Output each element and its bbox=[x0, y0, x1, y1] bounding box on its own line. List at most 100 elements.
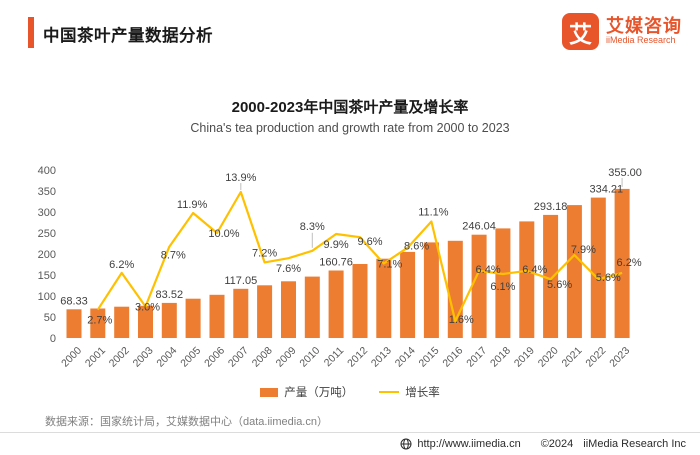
bar-2009 bbox=[281, 281, 296, 338]
growth-label-2003: 3.0% bbox=[135, 302, 160, 314]
bar-2015 bbox=[423, 242, 439, 338]
x-axis-label-2006: 2006 bbox=[202, 345, 227, 370]
growth-label-2005: 11.9% bbox=[177, 199, 208, 211]
footer-company: iiMedia Research Inc bbox=[583, 438, 686, 450]
legend-label-growth: 增长率 bbox=[405, 387, 440, 399]
x-axis-label-2007: 2007 bbox=[226, 345, 251, 370]
x-axis-label-2023: 2023 bbox=[607, 345, 632, 370]
bar-2001 bbox=[90, 308, 106, 338]
y-axis-tick: 250 bbox=[38, 228, 56, 240]
x-axis-label-2003: 2003 bbox=[131, 345, 156, 370]
x-axis-label-2018: 2018 bbox=[488, 345, 513, 370]
page-title: 中国茶叶产量数据分析 bbox=[43, 27, 213, 45]
bar-label-2011: 160.76 bbox=[319, 257, 353, 269]
growth-label-2001: 2.7% bbox=[87, 315, 112, 327]
chart-legend: 产量（万吨） 增长率 bbox=[0, 384, 700, 400]
bar-label-2000: 68.33 bbox=[60, 295, 88, 307]
x-axis-label-2001: 2001 bbox=[83, 345, 108, 370]
y-axis-tick: 0 bbox=[50, 333, 56, 345]
growth-label-2007: 13.9% bbox=[225, 172, 256, 184]
bar-2021 bbox=[566, 205, 582, 338]
growth-label-2009: 7.6% bbox=[276, 263, 301, 275]
growth-label-2006: 10.0% bbox=[208, 228, 239, 240]
x-axis-label-2009: 2009 bbox=[274, 345, 299, 370]
footer-bar: http://www.iimedia.cn ©2024 iiMedia Rese… bbox=[0, 432, 700, 455]
growth-label-2021: 7.9% bbox=[571, 244, 596, 256]
x-axis-label-2008: 2008 bbox=[250, 345, 275, 370]
bar-2014 bbox=[400, 251, 416, 338]
growth-label-2016: 1.6% bbox=[449, 314, 474, 326]
bar-2022 bbox=[590, 197, 606, 338]
brand-name-cn: 艾媒咨询 bbox=[606, 15, 682, 36]
growth-label-2008: 7.2% bbox=[252, 247, 277, 259]
growth-label-2015: 11.1% bbox=[418, 207, 449, 219]
x-axis-label-2019: 2019 bbox=[512, 345, 537, 370]
x-axis-label-2012: 2012 bbox=[345, 345, 370, 370]
logo-mark-icon: 艾 bbox=[562, 13, 599, 50]
legend-bar-swatch bbox=[260, 387, 279, 397]
x-axis-label-2004: 2004 bbox=[154, 345, 179, 370]
bar-2013 bbox=[376, 258, 392, 338]
bar-2011 bbox=[328, 270, 344, 338]
bar-label-2007: 117.05 bbox=[224, 275, 257, 287]
growth-label-2023: 6.2% bbox=[617, 257, 642, 269]
y-axis-tick: 200 bbox=[38, 249, 56, 261]
bar-2007 bbox=[233, 288, 249, 338]
bar-label-2020: 293.18 bbox=[534, 201, 568, 213]
y-axis-tick: 150 bbox=[38, 270, 56, 282]
growth-label-2002: 6.2% bbox=[109, 259, 134, 271]
x-axis-label-2011: 2011 bbox=[322, 345, 347, 370]
bar-2008 bbox=[257, 285, 273, 338]
bar-2017 bbox=[471, 234, 487, 338]
growth-rate-line bbox=[96, 190, 623, 323]
legend-item-production: 产量（万吨） bbox=[260, 384, 353, 400]
y-axis-tick: 50 bbox=[44, 312, 56, 324]
chart-title: 2000-2023年中国茶叶产量及增长率 bbox=[231, 99, 469, 116]
bar-2005 bbox=[185, 298, 201, 338]
growth-label-2020: 5.6% bbox=[547, 279, 572, 291]
x-axis-label-2002: 2002 bbox=[107, 345, 132, 370]
growth-label-2004: 8.7% bbox=[161, 250, 186, 262]
bar-2018 bbox=[495, 228, 511, 338]
y-axis-tick: 400 bbox=[38, 165, 56, 177]
bar-2010 bbox=[304, 276, 320, 338]
growth-label-2018: 6.1% bbox=[490, 281, 515, 293]
x-axis-label-2016: 2016 bbox=[440, 345, 465, 370]
x-axis-label-2005: 2005 bbox=[178, 345, 203, 370]
growth-label-2019: 6.4% bbox=[522, 264, 547, 276]
x-axis-label-2013: 2013 bbox=[369, 345, 394, 370]
bar-label-2023: 355.00 bbox=[608, 167, 642, 179]
bar-2023 bbox=[614, 188, 630, 338]
growth-label-2022: 5.6% bbox=[596, 272, 621, 284]
source-note: 数据来源：国家统计局，艾媒数据中心（data.iimedia.cn） bbox=[45, 416, 328, 428]
header-accent-bar bbox=[28, 17, 34, 48]
bar-label-2017: 246.04 bbox=[462, 221, 496, 233]
tea-production-chart: 0 50 100 150 200 250 300 350 400 68.33 83.52 117.05… bbox=[38, 165, 642, 370]
legend-label-production: 产量（万吨） bbox=[284, 387, 354, 399]
bar-2006 bbox=[209, 294, 225, 338]
growth-label-2013: 7.1% bbox=[377, 259, 402, 271]
y-axis-tick: 350 bbox=[38, 186, 56, 198]
x-axis-label-2000: 2000 bbox=[59, 345, 84, 370]
footer-url[interactable]: http://www.iimedia.cn bbox=[417, 438, 521, 450]
growth-label-2011: 9.9% bbox=[324, 239, 349, 251]
x-axis-label-2015: 2015 bbox=[417, 345, 442, 370]
y-axis-tick: 100 bbox=[38, 291, 56, 303]
bar-2012 bbox=[352, 264, 368, 338]
bar-2020 bbox=[543, 214, 559, 338]
bar-label-2022: 334.21 bbox=[589, 184, 623, 196]
brand-name-en: iiMedia Research bbox=[606, 35, 676, 46]
x-axis-label-2017: 2017 bbox=[464, 345, 489, 370]
x-axis-label-2022: 2022 bbox=[583, 345, 608, 370]
brand-logo: 艾 艾媒咨询 iiMedia Research bbox=[562, 13, 682, 50]
growth-label-2014: 8.6% bbox=[404, 241, 429, 253]
y-axis-tick: 300 bbox=[38, 207, 56, 219]
legend-item-growth: 增长率 bbox=[379, 384, 440, 400]
footer-year: ©2024 bbox=[540, 438, 574, 450]
x-axis-label-2014: 2014 bbox=[393, 345, 418, 370]
bar-2004 bbox=[161, 302, 177, 338]
x-axis-label-2010: 2010 bbox=[297, 345, 322, 370]
growth-label-2012: 9.6% bbox=[357, 236, 382, 248]
x-axis-label-2020: 2020 bbox=[536, 345, 561, 370]
